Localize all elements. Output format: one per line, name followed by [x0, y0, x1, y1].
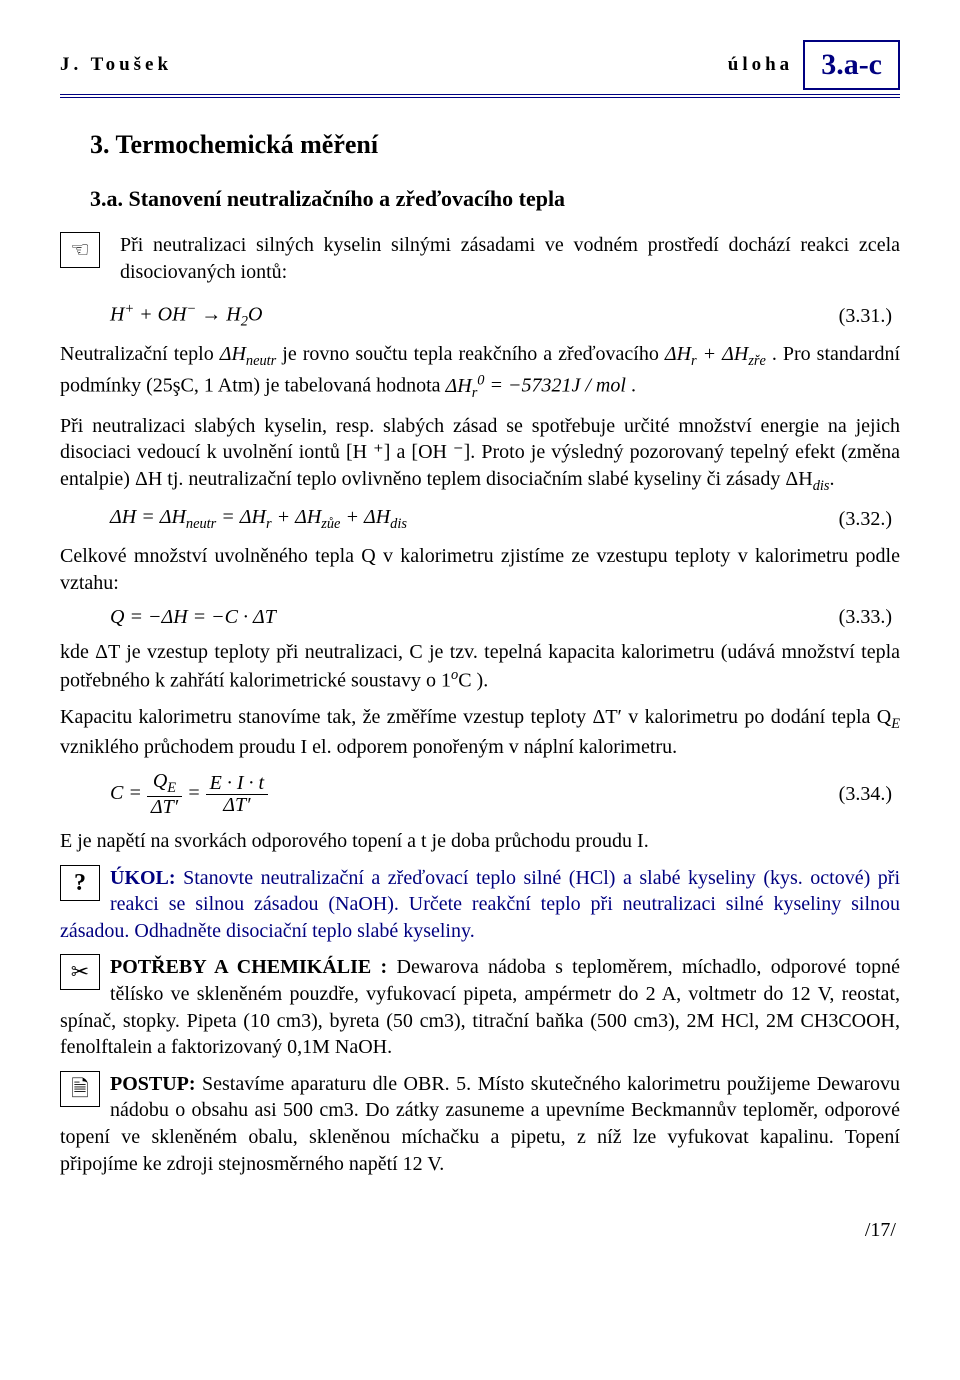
- materials-paragraph: ✂ POTŘEBY A CHEMIKÁLIE : Dewarova nádoba…: [60, 954, 900, 1060]
- voltage-paragraph: E je napětí na svorkách odporového topen…: [60, 828, 900, 855]
- equation-3-31: H+ + OH− → H2O (3.31.): [110, 301, 900, 331]
- sub-title: 3.a. Stanovení neutralizačního a zřeďova…: [90, 186, 900, 212]
- intro-paragraph: Při neutralizaci silných kyselin silnými…: [120, 232, 900, 285]
- procedure-paragraph: 🗎 POSTUP: Sestavíme aparaturu dle OBR. 5…: [60, 1071, 900, 1177]
- eq-number-3-31: (3.31.): [839, 305, 892, 328]
- hand-icon: ☜: [60, 232, 100, 268]
- question-icon: ?: [60, 865, 100, 901]
- equation-3-33: Q = −ΔH = −C · ΔT (3.33.): [110, 606, 900, 629]
- document-icon: 🗎: [60, 1071, 100, 1107]
- p2b: je rovno součtu tepla reakčního a zřeďov…: [282, 343, 665, 365]
- delta-t-paragraph: kde ΔT je vzestup teploty při neutraliza…: [60, 639, 900, 694]
- page-number: /17/: [60, 1219, 900, 1242]
- main-title: 3. Termochemická měření: [90, 130, 900, 160]
- weak-acids-paragraph: Při neutralizaci slabých kyselin, resp. …: [60, 413, 900, 496]
- total-heat-paragraph: Celkové množství uvolněného tepla Q v ka…: [60, 543, 900, 596]
- header-rule: [60, 94, 900, 98]
- capacity-paragraph: Kapacitu kalorimetru stanovíme tak, že z…: [60, 704, 900, 761]
- page-header: J. Toušek úloha 3.a-c: [60, 40, 900, 90]
- equation-3-32: ΔH = ΔHneutr = ΔHr + ΔHzůe + ΔHdis (3.32…: [110, 506, 900, 533]
- eq-number-3-34: (3.34.): [839, 783, 892, 806]
- p2a: Neutralizační teplo: [60, 343, 220, 365]
- exercise-code-box: 3.a-c: [803, 40, 900, 90]
- postup-label: POSTUP:: [110, 1073, 196, 1095]
- author-name: J. Toušek: [60, 54, 172, 76]
- eq-number-3-33: (3.33.): [839, 606, 892, 629]
- task-paragraph: ? ÚKOL: Stanovte neutralizační a zřeďova…: [60, 865, 900, 945]
- scissors-icon: ✂: [60, 954, 100, 990]
- uloha-label: úloha: [728, 54, 793, 76]
- ukol-label: ÚKOL:: [110, 867, 176, 889]
- potreby-label: POTŘEBY A CHEMIKÁLIE :: [110, 956, 387, 978]
- equation-3-34: C = QEΔT′ = E · I · tΔT′ (3.34.): [110, 771, 900, 818]
- neutralization-heat-paragraph: Neutralizační teplo ΔHneutr je rovno sou…: [60, 341, 900, 403]
- eq-number-3-32: (3.32.): [839, 508, 892, 531]
